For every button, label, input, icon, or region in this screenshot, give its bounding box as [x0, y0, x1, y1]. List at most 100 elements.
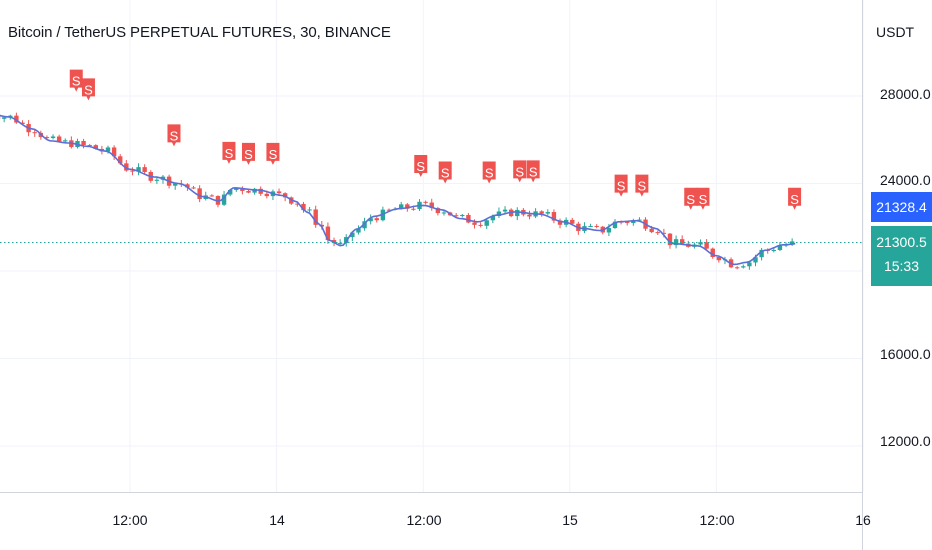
y-tick-label: 24000.0 — [880, 172, 931, 188]
sell-signal-marker — [684, 187, 698, 210]
candle-up — [741, 266, 746, 268]
candle-up — [105, 147, 111, 152]
candle-down — [405, 204, 410, 209]
candle-up — [460, 214, 465, 216]
sell-signal-marker — [222, 141, 236, 164]
candle-up — [502, 209, 508, 212]
candle-down — [246, 190, 251, 193]
candle-up — [753, 257, 758, 263]
candle-down — [478, 224, 483, 226]
candle-up — [350, 232, 355, 238]
candle-up — [136, 167, 141, 172]
candle-down — [386, 209, 392, 211]
candle-up — [588, 225, 593, 227]
x-tick-label: 12:00 — [406, 512, 442, 528]
candle-down — [142, 167, 147, 172]
sell-signal-label: S — [72, 74, 81, 89]
bar-countdown: 15:33 — [883, 258, 920, 274]
candle-up — [234, 188, 239, 190]
sell-signal-label: S — [686, 192, 695, 207]
candle-up — [777, 245, 783, 251]
candle-down — [81, 140, 86, 146]
candle-up — [631, 220, 636, 224]
candle-down — [423, 201, 428, 203]
candle-down — [527, 214, 532, 217]
sell-signal-label: S — [244, 147, 253, 162]
candle-down — [716, 257, 722, 261]
candle-down — [14, 115, 19, 123]
candle-up — [606, 228, 612, 233]
sell-signal-label: S — [416, 159, 425, 174]
candle-up — [399, 204, 404, 209]
candle-down — [185, 184, 190, 188]
sell-signal-label: S — [485, 166, 494, 181]
candle-up — [637, 219, 642, 221]
candle-down — [453, 215, 459, 217]
candle-up — [368, 218, 373, 222]
candle-down — [594, 225, 599, 227]
candle-up — [252, 188, 257, 193]
candle-down — [704, 242, 709, 249]
candle-down — [240, 188, 245, 191]
candle-down — [44, 137, 50, 139]
sell-signal-marker — [438, 161, 452, 184]
sell-signal-marker — [414, 154, 428, 177]
x-tick-label: 16 — [855, 512, 871, 528]
sell-signal-label: S — [699, 192, 708, 207]
sell-signal-label: S — [638, 179, 647, 194]
candle-up — [441, 212, 447, 214]
sell-signal-marker — [526, 160, 540, 183]
candle-up — [1, 117, 7, 119]
candle-down — [374, 218, 379, 221]
sell-signal-marker — [788, 187, 802, 210]
candle-down — [276, 191, 282, 194]
candle-up — [307, 209, 312, 211]
candle-up — [154, 179, 160, 181]
candle-down — [313, 209, 318, 225]
candle-down — [191, 187, 196, 189]
candle-down — [570, 219, 575, 224]
candle-down — [667, 233, 673, 246]
candle-down — [56, 136, 62, 142]
x-tick-label: 15 — [562, 512, 578, 528]
candle-down — [411, 208, 416, 210]
candle-down — [130, 170, 135, 172]
sell-signal-marker — [242, 142, 256, 165]
sell-signal-label: S — [170, 128, 179, 143]
sell-signal-label: S — [225, 146, 234, 161]
candle-up — [227, 189, 233, 195]
candle-up — [50, 136, 56, 139]
candle-down — [93, 145, 98, 149]
sell-signal-label: S — [617, 179, 626, 194]
candle-down — [734, 267, 740, 269]
candle-down — [472, 222, 477, 225]
candle-down — [258, 188, 263, 194]
candle-down — [118, 156, 123, 164]
candle-down — [111, 147, 117, 157]
candle-down — [20, 122, 25, 125]
candle-down — [209, 195, 215, 197]
candle-down — [295, 203, 300, 205]
y-tick-label: 12000.0 — [880, 433, 931, 449]
sell-signal-marker — [266, 142, 280, 165]
candle-down — [625, 222, 630, 224]
sell-signal-marker — [81, 78, 95, 101]
candle-down — [655, 232, 660, 234]
sell-signal-marker — [696, 187, 710, 210]
y-tick-label: 16000.0 — [880, 346, 931, 362]
candle-up — [362, 221, 367, 229]
sell-signal-marker — [482, 161, 496, 184]
candle-down — [87, 145, 92, 147]
candle-down — [557, 220, 563, 225]
candle-down — [32, 132, 37, 134]
sell-signal-marker — [614, 174, 628, 197]
candle-up — [771, 250, 777, 252]
candle-up — [545, 212, 551, 214]
candle-up — [173, 183, 178, 186]
price-scale-currency: USDT — [876, 24, 915, 40]
candle-up — [698, 242, 703, 245]
candle-up — [515, 209, 520, 217]
last-price-value: 21300.5 — [876, 234, 927, 250]
